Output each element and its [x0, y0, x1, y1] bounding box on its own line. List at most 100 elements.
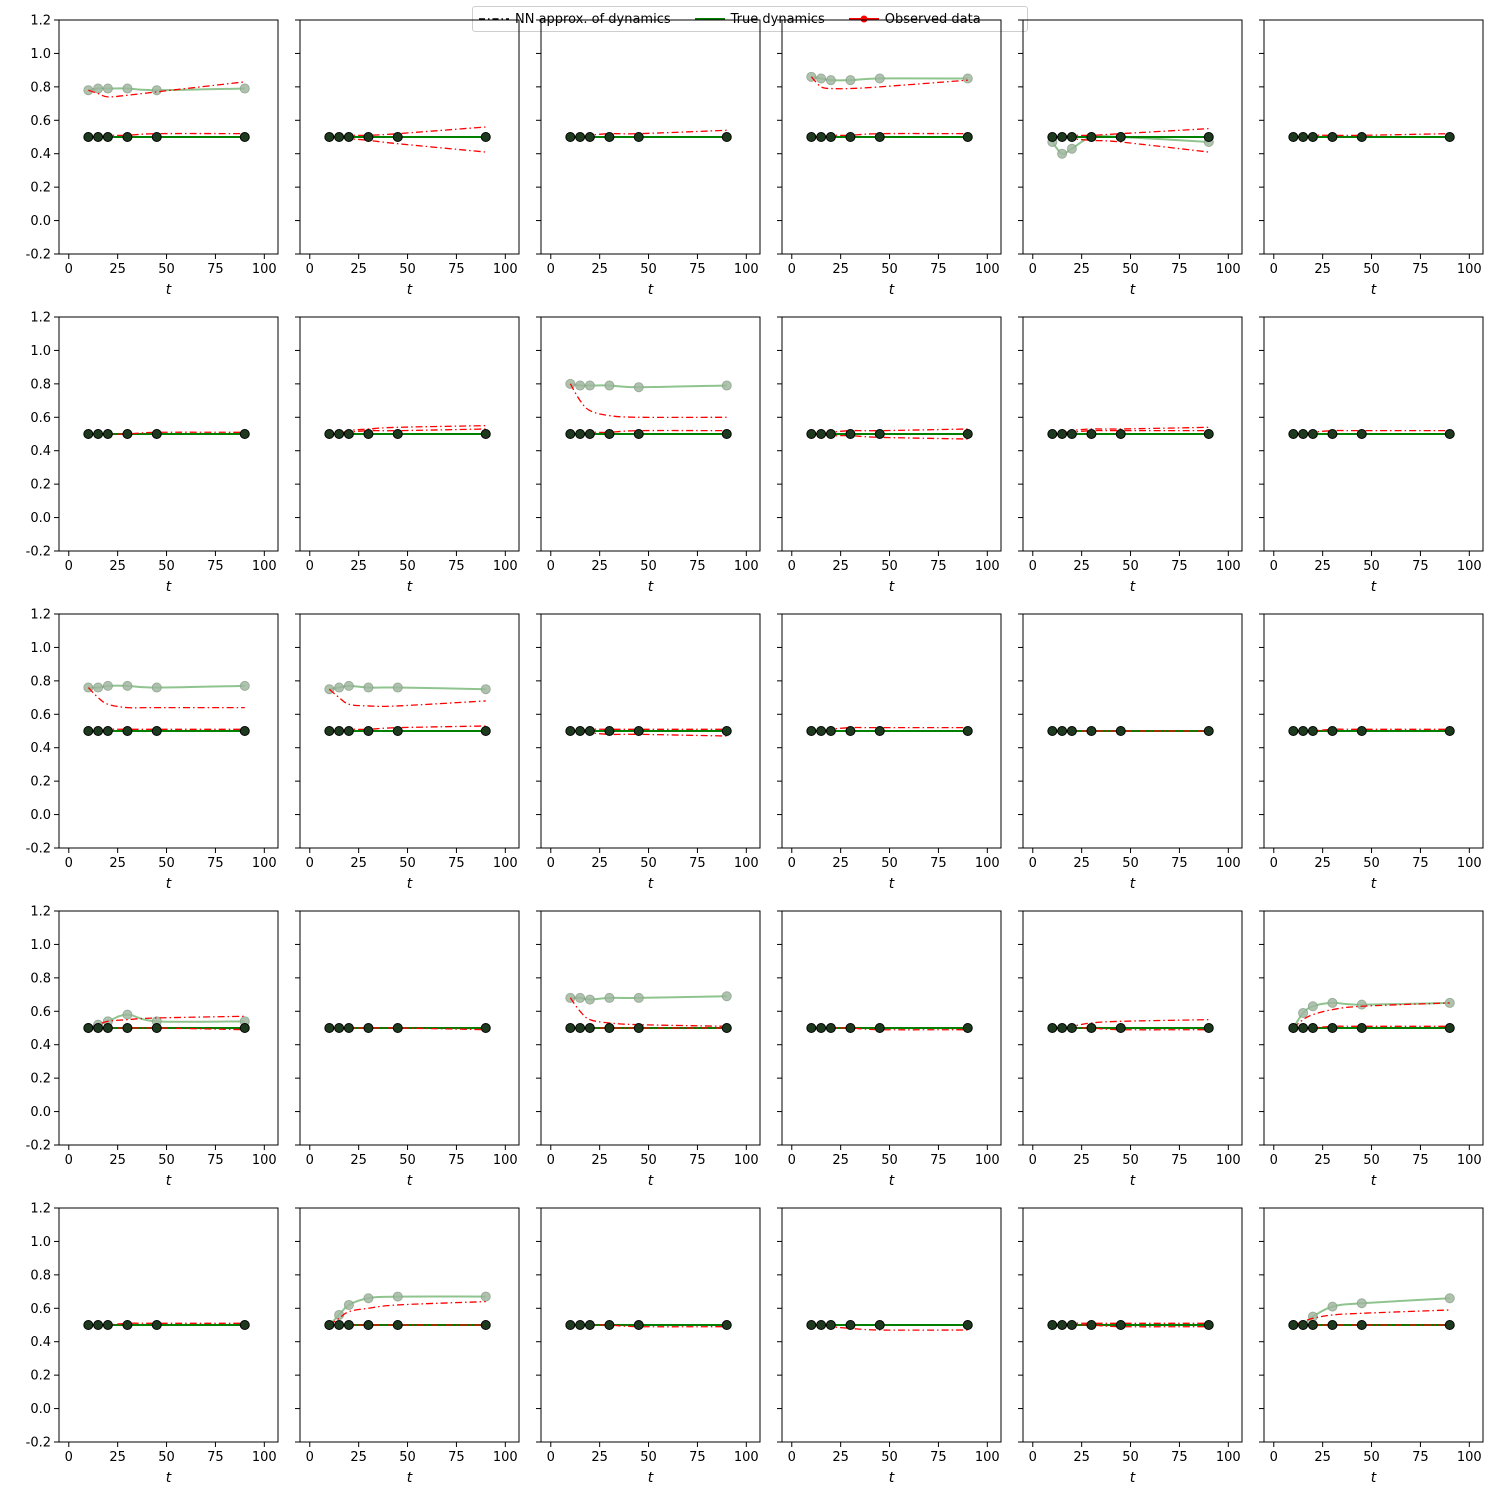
observed-point-lower	[565, 132, 576, 142]
observed-point-lower	[845, 429, 856, 439]
x-tick-label: 75	[1171, 262, 1188, 277]
observed-point-lower	[1307, 1023, 1318, 1033]
x-tick-label: 75	[1412, 262, 1429, 277]
x-tick-label: 50	[399, 1450, 416, 1465]
observed-point-upper	[122, 680, 133, 691]
x-axis-label: t	[166, 579, 172, 595]
x-axis-label: t	[1371, 579, 1377, 595]
observed-point-lower	[1115, 429, 1126, 439]
x-tick-label: 25	[109, 262, 126, 277]
x-tick-label: 25	[1073, 262, 1090, 277]
observed-point-lower	[806, 132, 817, 142]
nn-dynamics-lower-line	[329, 136, 486, 153]
subplot-r4-c2: 0 25 50 75 100 t	[295, 910, 520, 1189]
legend-true-label: True dynamics	[730, 11, 825, 27]
nn-dynamics-lower-line	[1052, 1324, 1209, 1328]
x-tick-label: 75	[689, 559, 706, 574]
observed-point-lower	[324, 726, 335, 736]
observed-point-lower	[1444, 1023, 1455, 1033]
x-axis-label: t	[1371, 1173, 1377, 1189]
observed-point-lower	[122, 1023, 133, 1033]
observed-point-upper	[1327, 997, 1338, 1008]
y-tick-label: 1.0	[30, 344, 51, 359]
observed-point-upper	[721, 991, 732, 1002]
y-tick-label: 1.2	[30, 608, 51, 623]
observed-point-lower	[1356, 1023, 1367, 1033]
nn-dynamics-lower-line	[570, 129, 727, 138]
observed-point-lower	[874, 726, 885, 736]
nn-dynamics-lower-line	[570, 429, 727, 435]
observed-point-upper	[343, 1299, 354, 1310]
observed-point-upper	[363, 682, 374, 693]
y-tick-label: 0.4	[30, 741, 51, 756]
observed-point-lower	[102, 132, 113, 142]
subplot-r1-c6: 0 25 50 75 100 t	[1259, 19, 1484, 298]
observed-point-lower	[93, 1320, 104, 1330]
observed-point-upper	[1057, 148, 1068, 159]
observed-point-lower	[1288, 429, 1299, 439]
observed-point-upper	[1307, 1001, 1318, 1012]
observed-point-lower	[825, 726, 836, 736]
observed-point-lower	[1444, 132, 1455, 142]
x-axis-label: t	[1130, 579, 1136, 595]
plot-frame	[781, 316, 1002, 552]
x-tick-label: 75	[207, 559, 224, 574]
plot-frame	[299, 1207, 520, 1443]
observed-point-lower	[343, 726, 354, 736]
nn-dynamics-lower-line	[329, 725, 486, 732]
x-tick-label: 0	[547, 1153, 555, 1168]
observed-point-lower	[1057, 1320, 1068, 1330]
x-tick-label: 50	[1122, 1153, 1139, 1168]
x-axis-label: t	[166, 282, 172, 298]
subplot-r5-c1: -0.2 0.0 0.2 0.4 0.6 0.8 1.0 1.2 0 25 50 75 100 t	[26, 1202, 279, 1486]
y-tick-label: 1.0	[30, 1235, 51, 1250]
observed-point-lower	[1066, 1320, 1077, 1330]
observed-point-lower	[392, 132, 403, 142]
x-axis-label: t	[166, 1470, 172, 1486]
x-axis-label: t	[648, 876, 654, 892]
x-tick-label: 50	[881, 559, 898, 574]
plot-frame	[781, 19, 1002, 255]
x-axis-label: t	[1130, 1470, 1136, 1486]
y-tick-label: 0.2	[30, 181, 51, 196]
x-tick-label: 50	[881, 1450, 898, 1465]
observed-point-upper	[1327, 1301, 1338, 1312]
x-tick-label: 75	[1412, 1450, 1429, 1465]
legend-nn-line-icon	[479, 18, 509, 20]
observed-point-lower	[151, 1320, 162, 1330]
legend-observed-label: Observed data	[884, 11, 981, 27]
observed-point-lower	[324, 1320, 335, 1330]
x-axis-label: t	[1371, 876, 1377, 892]
x-tick-label: 25	[350, 1153, 367, 1168]
x-tick-label: 100	[1216, 1450, 1241, 1465]
x-tick-label: 75	[1171, 1450, 1188, 1465]
x-tick-label: 100	[975, 559, 1000, 574]
observed-point-lower	[102, 1023, 113, 1033]
observed-point-lower	[1057, 132, 1068, 142]
x-tick-label: 25	[1073, 856, 1090, 871]
nn-dynamics-lower-line	[1052, 1322, 1209, 1326]
subplot-r3-c2: 0 25 50 75 100 t	[295, 613, 520, 892]
observed-point-lower	[1327, 429, 1338, 439]
plot-frame	[299, 316, 520, 552]
x-tick-label: 50	[640, 1153, 657, 1168]
nn-dynamics-lower-line	[88, 1322, 245, 1326]
observed-point-lower	[1203, 1023, 1214, 1033]
observed-point-lower	[1057, 726, 1068, 736]
x-tick-label: 50	[399, 856, 416, 871]
y-tick-label: 0.4	[30, 147, 51, 162]
observed-point-lower	[721, 726, 732, 736]
observed-point-lower	[845, 1023, 856, 1033]
x-tick-label: 75	[930, 559, 947, 574]
x-tick-label: 100	[1216, 262, 1241, 277]
nn-dynamics-lower-line	[811, 433, 968, 440]
y-tick-label: -0.2	[26, 248, 51, 263]
observed-point-lower	[874, 1320, 885, 1330]
x-axis-label: t	[889, 1173, 895, 1189]
nn-dynamics-lower-line	[1052, 426, 1209, 435]
nn-dynamics-upper-line	[328, 1300, 486, 1326]
x-tick-label: 25	[109, 1450, 126, 1465]
observed-point-lower	[363, 726, 374, 736]
observed-point-lower	[1203, 1320, 1214, 1330]
observed-point-upper	[93, 83, 104, 94]
